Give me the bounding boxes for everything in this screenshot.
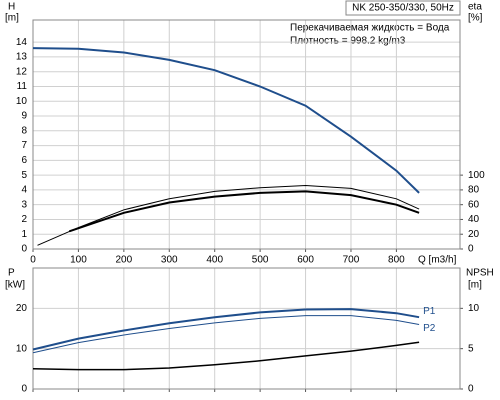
chart-title: NK 250-350/330, 50Hz [352,3,454,14]
y-tick-label: 14 [16,37,28,48]
y-tick-label: 7 [21,140,27,151]
series-line [32,315,420,354]
y2-tick-label: 100 [468,170,485,181]
series-line [32,308,420,351]
y2-axis-unit: [%] [468,13,483,24]
annotation: Плотность = 998.2 kg/m3 [290,36,406,47]
y-axis-label: H [8,2,15,13]
y2-tick-label: 5 [468,343,474,354]
y-tick-label: 20 [16,303,28,314]
y-tick-label: 11 [17,81,28,92]
title-box [345,0,461,16]
series-label: P2 [423,323,436,334]
x-tick-label: 200 [116,255,133,266]
y2-tick-label: 40 [468,214,480,225]
y-tick-label: 8 [21,125,27,136]
plot-frame [32,19,461,250]
y2-axis-unit: [m] [468,280,482,291]
series-line [32,47,420,194]
y2-axis-label: NPSH [466,268,494,279]
annotation: Перекачиваемая жидкость = Вода [290,23,450,34]
y2-tick-label: 60 [468,199,480,210]
y-tick-label: 5 [21,170,27,181]
y-tick-label: 12 [16,66,28,77]
y-axis-unit: [kW] [5,280,25,291]
y-axis-label: P [8,268,15,279]
y-tick-label: 3 [21,199,27,210]
y2-tick-label: 10 [468,303,480,314]
y-tick-label: 13 [16,52,28,63]
series-line [32,341,420,371]
y2-tick-label: 20 [468,229,480,240]
series-line [37,184,420,246]
x-tick-label: 600 [297,255,314,266]
y2-tick-label: 0 [468,244,474,255]
y2-tick-label: 80 [468,185,480,196]
x-tick-label: 100 [70,255,87,266]
y-tick-label: 1 [21,229,27,240]
y-tick-label: 2 [21,214,27,225]
plot-frame [32,267,461,390]
y-tick-label: 0 [21,244,27,255]
x-axis-label: Q [m3/h] [418,255,457,266]
x-tick-label: 0 [30,255,36,266]
y-axis-unit: [m] [5,13,19,24]
y-tick-label: 10 [16,96,28,107]
y2-axis-label: eta [468,2,482,13]
x-tick-label: 700 [343,255,360,266]
series-label: P1 [423,306,436,317]
y-tick-label: 9 [21,111,27,122]
y-tick-label: 6 [21,155,27,166]
y-tick-label: 0 [21,384,27,395]
y-tick-label: 10 [16,343,28,354]
x-tick-label: 800 [388,255,405,266]
series-line [68,190,420,233]
x-tick-label: 300 [161,255,178,266]
x-tick-label: 500 [252,255,269,266]
y2-tick-label: 0 [468,384,474,395]
x-tick-label: 400 [206,255,223,266]
y-tick-label: 4 [21,185,27,196]
